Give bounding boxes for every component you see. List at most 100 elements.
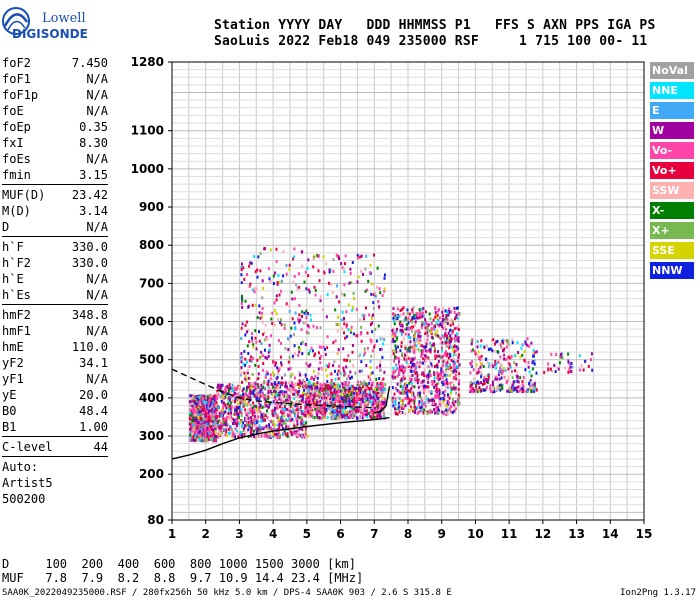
echo-point: [268, 343, 271, 347]
echo-point: [516, 379, 519, 383]
echo-point: [189, 422, 192, 426]
echo-point: [285, 263, 288, 267]
echo-point: [450, 358, 453, 362]
echo-point: [303, 388, 306, 392]
echo-point: [296, 422, 299, 426]
echo-point: [421, 399, 424, 403]
echo-point: [270, 434, 273, 438]
echo-point: [479, 361, 482, 365]
echo-point: [198, 421, 201, 424]
x-tick-label: 10: [467, 527, 484, 541]
echo-point: [233, 391, 236, 395]
echo-point: [364, 382, 367, 386]
echo-point: [372, 408, 375, 411]
echo-point: [230, 395, 233, 399]
echo-point: [204, 435, 207, 438]
echo-point: [376, 395, 379, 399]
echo-point: [256, 383, 259, 387]
echo-point: [233, 412, 236, 416]
echo-point: [371, 381, 374, 385]
echo-point: [447, 312, 450, 316]
echo-point: [505, 345, 508, 349]
echo-point: [189, 434, 192, 438]
echo-point: [205, 432, 208, 436]
echo-point: [372, 416, 375, 420]
echo-point: [415, 406, 418, 410]
echo-point: [457, 339, 460, 343]
echo-point: [497, 373, 500, 377]
echo-point: [209, 432, 212, 435]
echo-point: [373, 415, 376, 419]
echo-point: [293, 421, 295, 425]
echo-point: [247, 304, 250, 308]
echo-point: [262, 286, 265, 290]
echo-point: [328, 383, 331, 387]
echo-point: [300, 422, 303, 425]
echo-point: [254, 387, 257, 391]
echo-point: [272, 389, 275, 393]
echo-point: [373, 411, 376, 415]
echo-point: [456, 365, 459, 368]
echo-point: [423, 322, 426, 325]
echo-point: [424, 357, 427, 361]
param-value: 48.4: [79, 404, 108, 418]
echo-point: [414, 371, 417, 375]
echo-point: [381, 336, 383, 340]
echo-point: [509, 365, 512, 369]
param-label: foF1: [2, 72, 31, 86]
echo-point: [250, 382, 253, 386]
echo-point: [311, 403, 313, 407]
param-value: 348.8: [71, 308, 108, 322]
echo-point: [472, 348, 474, 352]
echo-point: [285, 425, 288, 429]
echo-point: [434, 402, 437, 406]
echo-point: [430, 410, 433, 414]
echo-point: [398, 322, 401, 326]
echo-point: [328, 268, 331, 272]
echo-point: [436, 376, 439, 380]
echo-point: [254, 329, 257, 333]
echo-point: [377, 383, 380, 387]
echo-point: [323, 406, 326, 410]
echo-point: [263, 404, 266, 408]
echo-point: [240, 268, 243, 272]
echo-point: [420, 401, 423, 405]
echo-point: [370, 354, 373, 358]
echo-point: [402, 385, 405, 389]
echo-point: [312, 382, 315, 386]
echo-point: [198, 424, 201, 428]
echo-point: [443, 380, 446, 383]
echo-point: [568, 362, 571, 366]
echo-point: [304, 410, 307, 414]
echo-point: [319, 386, 322, 390]
echo-point: [319, 361, 322, 365]
echo-point: [373, 253, 375, 257]
echo-point: [267, 267, 270, 271]
echo-point: [557, 367, 560, 371]
echo-point: [342, 369, 345, 373]
echo-point: [446, 360, 449, 364]
echo-point: [343, 317, 345, 320]
echo-point: [248, 393, 251, 397]
echo-point: [240, 414, 243, 418]
echo-point: [336, 391, 339, 395]
echo-point: [207, 424, 209, 428]
echo-point: [411, 374, 414, 377]
echo-point: [271, 412, 274, 416]
echo-point: [193, 418, 196, 422]
echo-point: [414, 409, 417, 413]
echo-point: [435, 406, 438, 409]
echo-point: [329, 401, 332, 405]
echo-point: [398, 359, 400, 363]
echo-point: [247, 329, 250, 333]
echo-point: [191, 432, 194, 436]
echo-point: [372, 293, 375, 297]
echo-point: [486, 361, 489, 365]
echo-point: [471, 382, 473, 386]
y-tick-label: 1100: [131, 124, 164, 138]
echo-point: [341, 310, 344, 314]
echo-point: [384, 383, 387, 386]
echo-point: [299, 384, 302, 388]
echo-point: [424, 310, 427, 314]
echo-point: [432, 318, 435, 322]
